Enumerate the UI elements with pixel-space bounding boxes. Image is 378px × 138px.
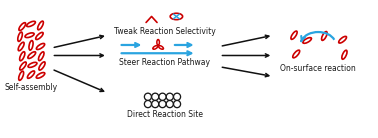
Text: Steer Reaction Pathway: Steer Reaction Pathway (119, 59, 210, 67)
Circle shape (146, 102, 150, 106)
Circle shape (166, 100, 173, 108)
Text: On-surface reaction: On-surface reaction (280, 64, 356, 73)
Circle shape (152, 93, 159, 100)
Circle shape (152, 100, 159, 108)
Circle shape (167, 95, 172, 99)
Circle shape (159, 100, 166, 108)
Circle shape (159, 93, 166, 100)
Circle shape (174, 100, 181, 108)
Circle shape (153, 102, 157, 106)
Circle shape (160, 95, 165, 99)
Text: Tweak Reaction Selectivity: Tweak Reaction Selectivity (114, 27, 215, 36)
Text: Direct Reaction Site: Direct Reaction Site (127, 110, 203, 119)
Circle shape (146, 95, 150, 99)
Circle shape (144, 100, 151, 108)
Text: Self-assembly: Self-assembly (5, 83, 57, 92)
Circle shape (167, 102, 172, 106)
Circle shape (175, 102, 179, 106)
Circle shape (160, 102, 165, 106)
Circle shape (166, 93, 173, 100)
Circle shape (144, 93, 151, 100)
Circle shape (153, 95, 157, 99)
Circle shape (174, 93, 181, 100)
Circle shape (175, 95, 179, 99)
